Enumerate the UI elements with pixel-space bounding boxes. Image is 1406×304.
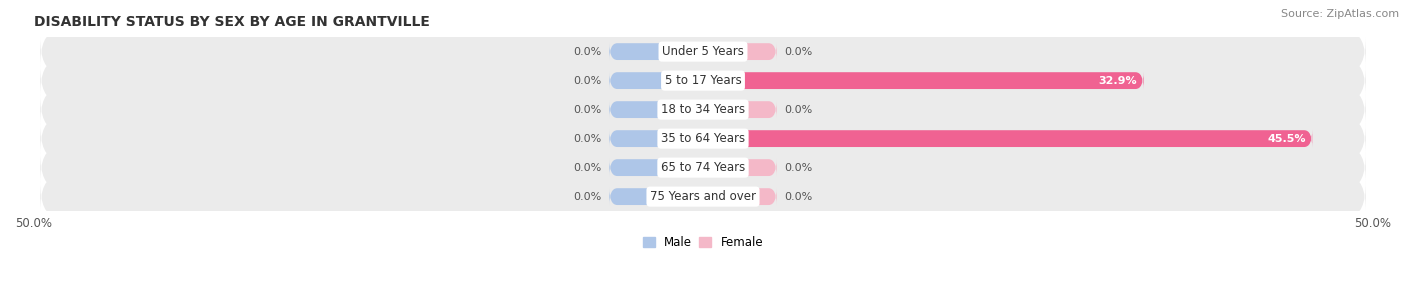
- Text: 0.0%: 0.0%: [574, 105, 602, 115]
- Text: 0.0%: 0.0%: [785, 192, 813, 202]
- FancyBboxPatch shape: [41, 61, 1365, 100]
- FancyBboxPatch shape: [703, 130, 1312, 148]
- Text: 0.0%: 0.0%: [785, 105, 813, 115]
- Text: 0.0%: 0.0%: [574, 76, 602, 86]
- Text: 0.0%: 0.0%: [574, 134, 602, 143]
- FancyBboxPatch shape: [703, 43, 776, 60]
- Text: 0.0%: 0.0%: [785, 163, 813, 173]
- Text: 32.9%: 32.9%: [1098, 76, 1137, 86]
- Text: 0.0%: 0.0%: [574, 47, 602, 57]
- Text: 45.5%: 45.5%: [1267, 134, 1306, 143]
- FancyBboxPatch shape: [41, 148, 1365, 187]
- Text: Source: ZipAtlas.com: Source: ZipAtlas.com: [1281, 9, 1399, 19]
- FancyBboxPatch shape: [703, 72, 1143, 90]
- Text: DISABILITY STATUS BY SEX BY AGE IN GRANTVILLE: DISABILITY STATUS BY SEX BY AGE IN GRANT…: [34, 15, 429, 29]
- FancyBboxPatch shape: [609, 43, 703, 60]
- Text: 75 Years and over: 75 Years and over: [650, 190, 756, 203]
- Text: 0.0%: 0.0%: [574, 163, 602, 173]
- FancyBboxPatch shape: [41, 119, 1365, 158]
- Text: 65 to 74 Years: 65 to 74 Years: [661, 161, 745, 174]
- FancyBboxPatch shape: [609, 159, 703, 177]
- FancyBboxPatch shape: [41, 177, 1365, 216]
- FancyBboxPatch shape: [609, 188, 703, 206]
- FancyBboxPatch shape: [41, 32, 1365, 71]
- Legend: Male, Female: Male, Female: [638, 231, 768, 254]
- Text: 0.0%: 0.0%: [785, 47, 813, 57]
- Text: 35 to 64 Years: 35 to 64 Years: [661, 132, 745, 145]
- FancyBboxPatch shape: [703, 101, 776, 119]
- FancyBboxPatch shape: [41, 90, 1365, 129]
- Text: Under 5 Years: Under 5 Years: [662, 45, 744, 58]
- Text: 0.0%: 0.0%: [574, 192, 602, 202]
- FancyBboxPatch shape: [703, 159, 776, 177]
- FancyBboxPatch shape: [609, 72, 703, 90]
- Text: 18 to 34 Years: 18 to 34 Years: [661, 103, 745, 116]
- FancyBboxPatch shape: [609, 101, 703, 119]
- Text: 5 to 17 Years: 5 to 17 Years: [665, 74, 741, 87]
- FancyBboxPatch shape: [703, 188, 776, 206]
- FancyBboxPatch shape: [609, 130, 703, 148]
